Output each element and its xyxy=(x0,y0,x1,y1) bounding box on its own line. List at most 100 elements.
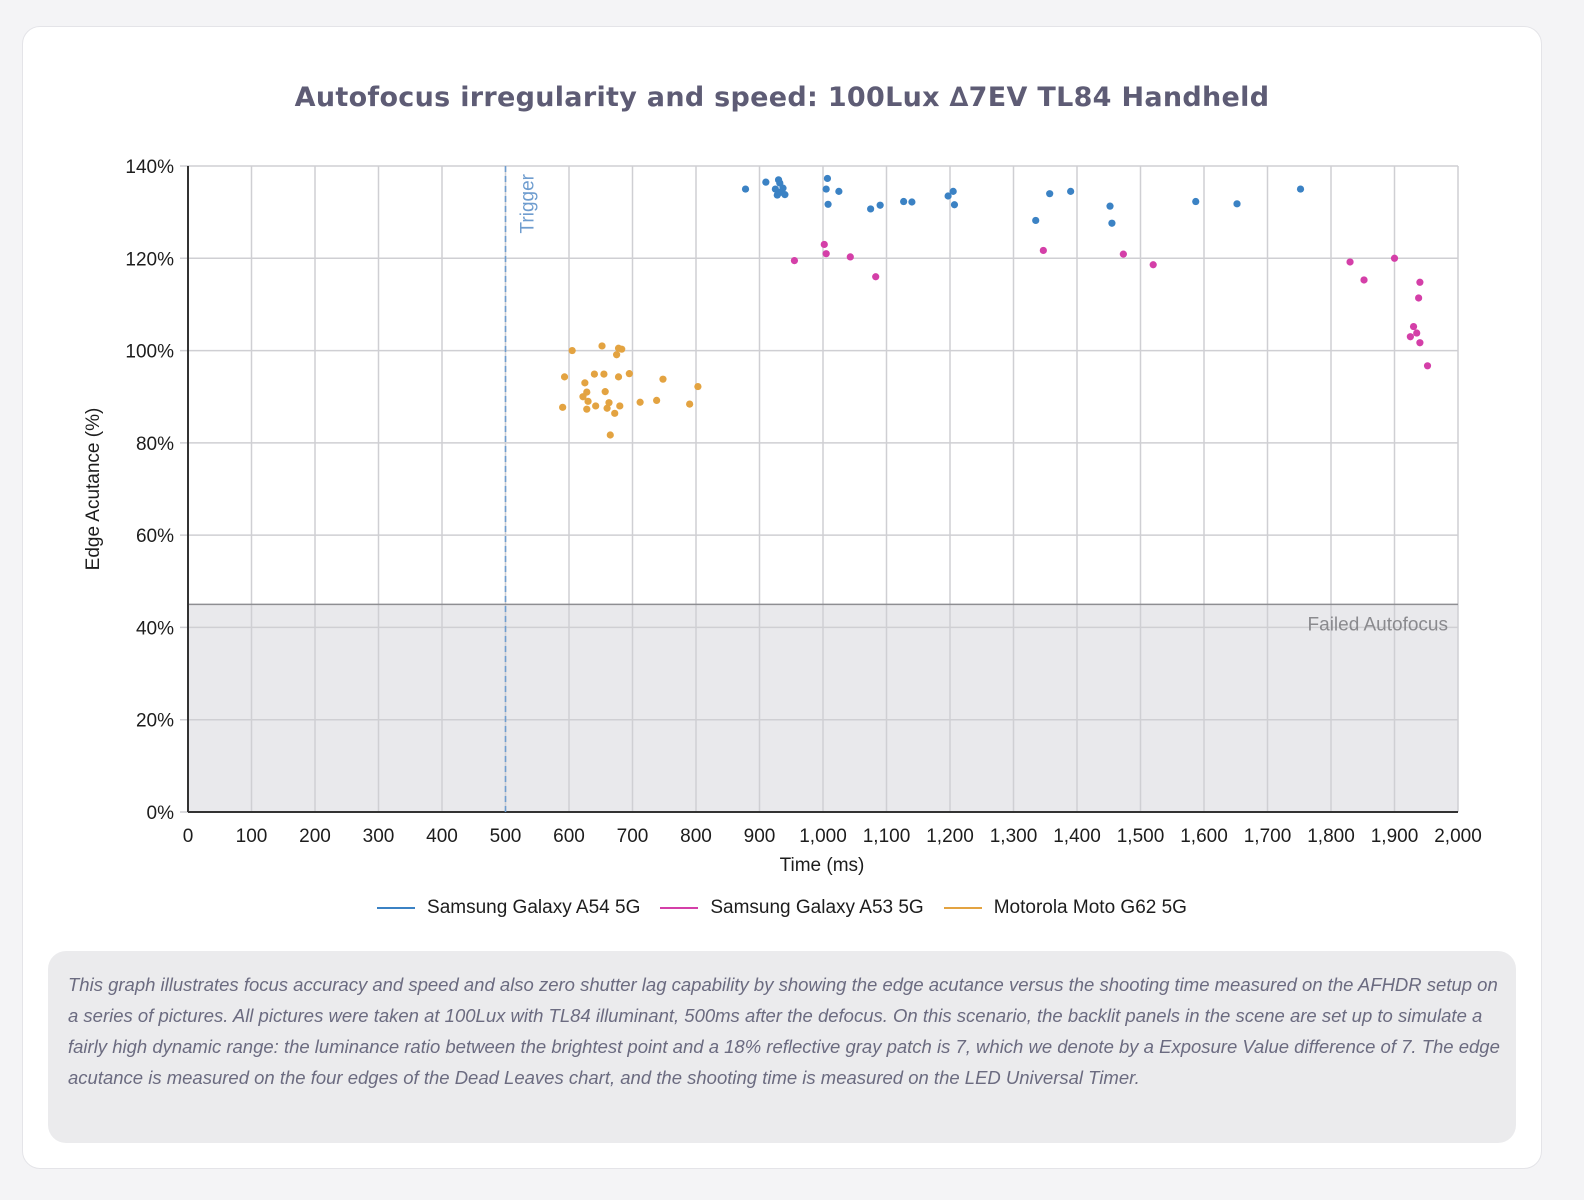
data-point-series-1 xyxy=(1360,276,1368,284)
data-point-series-1 xyxy=(872,273,880,281)
data-point-series-2 xyxy=(600,370,608,378)
data-point-series-1 xyxy=(1346,258,1354,266)
data-point-series-2 xyxy=(614,373,623,381)
x-tick-label: 1,600 xyxy=(1180,826,1228,847)
data-point-series-0 xyxy=(779,184,787,192)
data-point-series-2 xyxy=(603,404,611,412)
x-tick-label: 1,100 xyxy=(863,826,911,847)
x-tick-label: 2,000 xyxy=(1434,826,1482,847)
data-point-series-0 xyxy=(773,191,781,199)
data-point-series-2 xyxy=(583,388,591,396)
data-point-series-0 xyxy=(908,198,916,206)
data-point-series-0 xyxy=(876,201,884,209)
x-tick-label: 900 xyxy=(744,826,776,847)
data-point-series-0 xyxy=(1192,197,1200,206)
y-tick-label: 0% xyxy=(147,803,175,824)
data-point-series-2 xyxy=(686,400,694,408)
data-point-series-0 xyxy=(1108,219,1116,227)
data-point-series-2 xyxy=(659,375,667,383)
data-point-series-2 xyxy=(616,402,624,410)
data-point-series-2 xyxy=(598,342,606,350)
data-point-series-1 xyxy=(1423,362,1432,370)
data-point-series-2 xyxy=(653,396,661,405)
y-tick-label: 120% xyxy=(125,249,174,270)
legend-label-g62: Motorola Moto G62 5G xyxy=(993,897,1187,918)
data-point-series-1 xyxy=(1413,329,1421,337)
data-point-series-0 xyxy=(900,197,908,206)
data-point-series-2 xyxy=(606,431,614,439)
failed-autofocus-label: Failed Autofocus xyxy=(1308,614,1448,635)
data-point-series-2 xyxy=(618,345,626,353)
data-point-series-1 xyxy=(1409,322,1418,331)
x-axis-title: Time (ms) xyxy=(780,855,865,876)
y-axis-title: Edge Acutance (%) xyxy=(83,408,104,571)
y-tick-label: 140% xyxy=(125,157,174,178)
y-tick-label: 20% xyxy=(136,711,174,732)
x-tick-label: 500 xyxy=(490,826,522,847)
data-point-series-1 xyxy=(1406,333,1414,341)
y-tick-label: 40% xyxy=(136,618,174,639)
legend-label-a53: Samsung Galaxy A53 5G xyxy=(710,897,924,918)
data-point-series-2 xyxy=(613,351,621,359)
data-point-series-2 xyxy=(601,388,609,396)
chart-title: Autofocus irregularity and speed: 100Lux… xyxy=(294,82,1270,113)
data-point-series-2 xyxy=(568,346,576,355)
x-tick-label: 1,800 xyxy=(1307,826,1355,847)
data-point-series-1 xyxy=(1149,261,1157,269)
data-point-series-0 xyxy=(1032,216,1040,225)
legend-item-g62[interactable]: Motorola Moto G62 5G xyxy=(943,897,1187,919)
data-point-series-2 xyxy=(636,398,644,406)
chart-legend: Samsung Galaxy A54 5G Samsung Galaxy A53… xyxy=(0,897,1564,919)
x-tick-label: 600 xyxy=(553,826,585,847)
data-point-series-1 xyxy=(1416,339,1424,347)
x-tick-label: 1,200 xyxy=(926,826,974,847)
data-point-series-2 xyxy=(583,405,591,413)
data-point-series-0 xyxy=(824,200,832,208)
x-tick-label: 1,900 xyxy=(1371,826,1419,847)
data-point-series-0 xyxy=(944,192,952,200)
data-point-series-2 xyxy=(584,397,592,405)
data-point-series-0 xyxy=(781,191,789,199)
data-point-series-1 xyxy=(1119,250,1127,258)
y-tick-label: 80% xyxy=(136,434,174,455)
data-point-series-1 xyxy=(1415,294,1423,302)
x-tick-label: 200 xyxy=(299,826,331,847)
data-point-series-2 xyxy=(592,402,600,410)
x-tick-label: 800 xyxy=(680,826,712,847)
y-tick-label: 100% xyxy=(125,342,174,363)
data-point-series-1 xyxy=(1416,278,1424,286)
data-point-series-2 xyxy=(611,409,619,417)
data-point-series-1 xyxy=(1039,246,1047,255)
data-point-series-1 xyxy=(1390,254,1399,262)
x-tick-label: 400 xyxy=(426,826,458,847)
data-point-series-1 xyxy=(822,250,830,258)
legend-label-a54: Samsung Galaxy A54 5G xyxy=(427,897,641,918)
x-tick-label: 1,300 xyxy=(990,826,1038,847)
data-point-series-0 xyxy=(1296,185,1305,193)
legend-item-a54[interactable]: Samsung Galaxy A54 5G xyxy=(377,897,640,919)
data-point-series-0 xyxy=(867,205,875,213)
data-point-series-2 xyxy=(560,373,569,381)
legend-swatch-a54 xyxy=(377,907,416,909)
data-point-series-2 xyxy=(625,370,633,378)
y-tick-label: 60% xyxy=(136,526,174,547)
legend-item-a53[interactable]: Samsung Galaxy A53 5G xyxy=(660,897,924,919)
data-point-series-0 xyxy=(1106,202,1114,210)
data-point-series-1 xyxy=(846,253,854,261)
x-tick-label: 0 xyxy=(183,826,194,847)
data-point-series-0 xyxy=(835,187,843,195)
data-point-series-0 xyxy=(762,178,770,186)
data-point-series-0 xyxy=(949,187,957,195)
data-point-series-2 xyxy=(559,403,567,411)
legend-swatch-a53 xyxy=(660,907,699,909)
x-tick-label: 1,500 xyxy=(1117,826,1165,847)
data-point-series-2 xyxy=(694,382,702,391)
data-point-series-2 xyxy=(581,379,589,387)
chart-caption: This graph illustrates focus accuracy an… xyxy=(48,951,1516,1143)
data-point-series-0 xyxy=(1046,190,1054,198)
data-point-series-0 xyxy=(741,185,750,193)
data-point-series-1 xyxy=(790,256,799,265)
x-tick-label: 100 xyxy=(236,826,268,847)
data-point-series-2 xyxy=(590,370,599,378)
